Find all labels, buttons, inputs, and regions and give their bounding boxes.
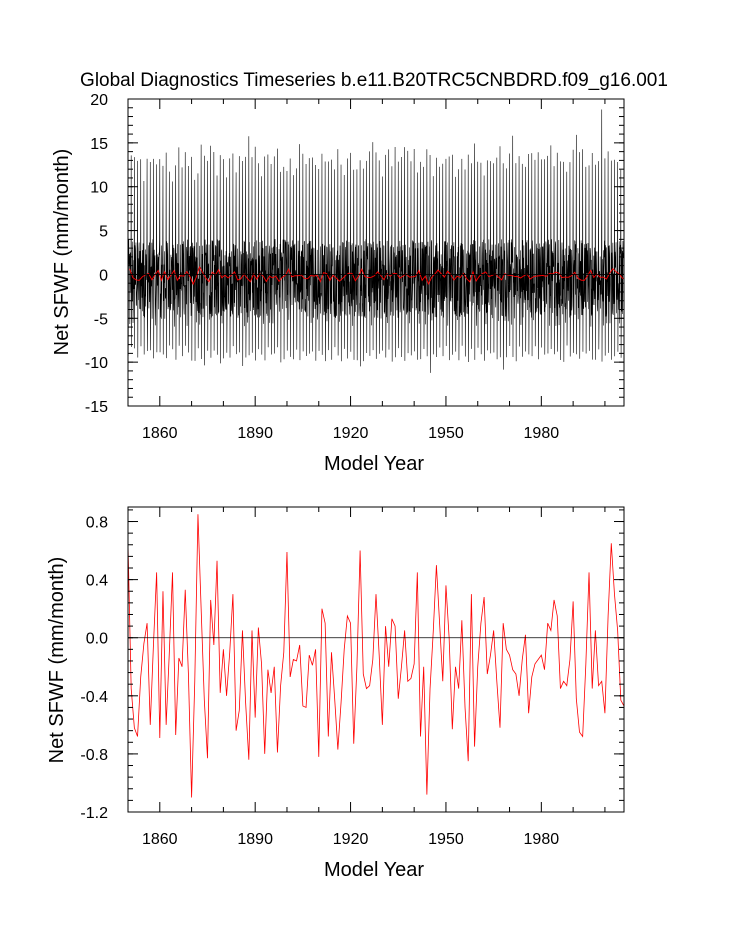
y-tick-label: 0 xyxy=(99,267,108,284)
x-tick-label: 1950 xyxy=(428,831,464,848)
y-tick-label: 20 xyxy=(90,92,108,109)
plot-frame xyxy=(127,98,625,407)
y-tick-label: -10 xyxy=(85,355,108,372)
x-tick-label: 1950 xyxy=(428,425,464,442)
annual-timeseries-panel: -1.2 -0.8 -0.4 0.0 0.4 0.8 1860 1890 1920 1950 19… xyxy=(46,506,625,881)
figure-title: Global Diagnostics Timeseries b.e11.B20T… xyxy=(80,70,668,91)
y-tick-label: -0.8 xyxy=(80,747,108,764)
annual-series-group xyxy=(128,514,624,798)
axis-ticks xyxy=(127,507,624,813)
annual-series-line xyxy=(128,514,624,798)
monthly-series-group xyxy=(128,109,624,373)
y-tick-labels: -1.2 -0.8 -0.4 0.0 0.4 0.8 xyxy=(80,515,108,822)
x-tick-label: 1920 xyxy=(333,831,369,848)
plot-frame xyxy=(127,506,625,813)
y-tick-label: -1.2 xyxy=(80,805,108,822)
x-tick-label: 1860 xyxy=(142,425,178,442)
x-tick-label: 1890 xyxy=(237,831,273,848)
x-tick-label: 1980 xyxy=(524,425,560,442)
y-tick-label: -5 xyxy=(94,311,108,328)
x-tick-labels: 1860 1890 1920 1950 1980 xyxy=(142,425,559,442)
x-tick-label: 1920 xyxy=(333,425,369,442)
x-tick-label: 1890 xyxy=(237,425,273,442)
monthly-timeseries-panel: -15 -10 -5 0 5 10 15 20 1860 1890 1920 1950 1980 Mo… xyxy=(51,92,625,475)
x-tick-label: 1860 xyxy=(142,831,178,848)
y-axis-label: Net SFWF (mm/month) xyxy=(51,149,73,356)
y-tick-label: 15 xyxy=(90,136,108,153)
x-tick-label: 1980 xyxy=(524,831,560,848)
y-tick-label: -0.4 xyxy=(80,689,108,706)
x-tick-labels: 1860 1890 1920 1950 1980 xyxy=(142,831,559,848)
axis-ticks xyxy=(127,98,624,407)
x-axis-label: Model Year xyxy=(324,859,424,881)
y-tick-label: 10 xyxy=(90,180,108,197)
y-tick-label: 0.8 xyxy=(86,515,108,532)
y-axis-label: Net SFWF (mm/month) xyxy=(46,557,68,764)
monthly-series-line xyxy=(128,109,624,373)
y-tick-label: -15 xyxy=(85,399,108,416)
y-tick-labels: -15 -10 -5 0 5 10 15 20 xyxy=(85,92,108,416)
x-axis-label: Model Year xyxy=(324,453,424,475)
annual-mean-line xyxy=(129,265,624,286)
y-tick-label: 0.0 xyxy=(86,631,108,648)
y-tick-label: 5 xyxy=(99,224,108,241)
y-tick-label: 0.4 xyxy=(86,573,108,590)
